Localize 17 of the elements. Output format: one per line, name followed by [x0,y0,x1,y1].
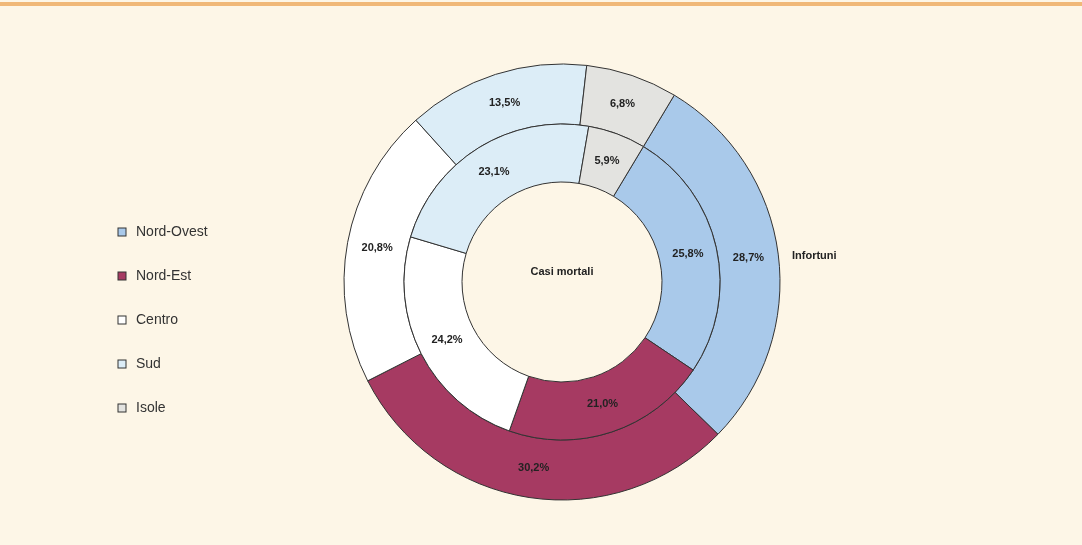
data-label: 24,2% [431,333,463,346]
data-label: 25,8% [672,246,704,259]
legend-label: Centro [136,310,179,327]
data-label: 23,1% [478,165,510,178]
data-label: 5,9% [594,153,620,166]
data-label: 13,5% [488,95,521,108]
data-label: 28,7% [732,250,765,263]
slice-label: Infortuni [792,248,837,261]
legend-label: Nord-Ovest [136,222,208,239]
data-label: 6,8% [609,96,636,109]
slice-label: Casi mortali [530,264,594,277]
data-label: 30,2% [518,460,550,473]
data-label: 20,8% [361,240,393,253]
legend-label: Nord-Est [136,266,192,283]
legend-label: Isole [136,398,166,415]
legend-label: Sud [136,354,161,371]
data-label: 21,0% [586,397,619,410]
